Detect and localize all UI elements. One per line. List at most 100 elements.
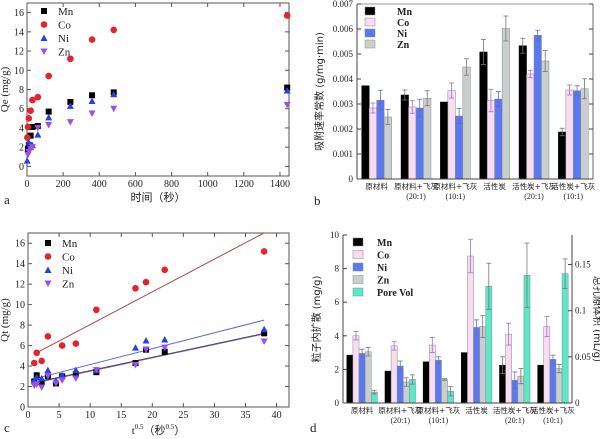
panel-label: d xyxy=(310,420,317,435)
data-point-zn xyxy=(66,119,74,126)
bar-zn xyxy=(479,326,486,404)
data-point-co xyxy=(58,342,66,349)
data-point-mn xyxy=(261,330,268,337)
panel-label: c xyxy=(4,420,10,435)
data-point-ni xyxy=(260,325,268,333)
y-tick-label: 16 xyxy=(14,8,24,19)
bar-mn xyxy=(461,352,468,404)
data-point-mn xyxy=(67,98,74,105)
data-point-ni xyxy=(33,373,41,381)
data-point-zn xyxy=(88,110,96,118)
x-tick-label: 25 xyxy=(178,410,188,421)
data-point-zn xyxy=(44,373,52,380)
x-tick-label: 35 xyxy=(241,410,251,421)
bar-mn xyxy=(479,51,488,180)
y-tick-label: 4 xyxy=(19,123,24,134)
legend-label: Zn xyxy=(62,279,75,291)
category-label: 原材料 xyxy=(365,181,388,191)
data-point-ni xyxy=(161,335,169,343)
plot-frame xyxy=(27,232,290,408)
legend-label: Zn xyxy=(377,276,390,287)
bar-mn xyxy=(400,94,409,180)
data-point-mn xyxy=(161,348,168,355)
category-label: 活性炭+飞灰 xyxy=(512,181,556,191)
data-point-zn xyxy=(58,377,66,384)
bar-ni xyxy=(494,98,503,180)
bar-zn xyxy=(580,88,589,180)
category-label: 原材料+飞灰 xyxy=(417,405,461,415)
data-point-ni xyxy=(38,374,46,382)
bar-mn xyxy=(558,131,567,180)
bar-pore-vol xyxy=(561,273,569,404)
bar-co xyxy=(368,107,377,180)
bar-ni xyxy=(549,359,557,404)
y-tick-label: 16 xyxy=(15,239,25,250)
legend-label: Co xyxy=(377,251,389,262)
data-point-zn xyxy=(92,367,100,374)
y-tick-label: 10 xyxy=(14,66,24,77)
legend-label: Mn xyxy=(397,7,412,18)
data-point-co xyxy=(67,55,74,63)
category-label-ratio: (20:1) xyxy=(406,192,426,201)
category-label: 原材料+飞灰 xyxy=(394,181,438,191)
bar-mn xyxy=(537,364,545,404)
data-point-mn xyxy=(45,108,52,115)
legend-marker-mn xyxy=(45,240,51,246)
legend-marker-ni xyxy=(40,34,48,41)
data-point-mn xyxy=(29,123,36,130)
category-label-ratio: (20:1) xyxy=(524,192,544,201)
data-point-co xyxy=(45,72,52,80)
fit-line-ni xyxy=(34,319,265,380)
bar-co xyxy=(526,73,535,180)
data-point-ni xyxy=(58,371,66,379)
x-tick-label: 400 xyxy=(92,179,107,190)
data-point-zn xyxy=(28,144,36,151)
legend-label: Co xyxy=(397,18,409,29)
y-tick-label: 0.001 xyxy=(333,149,353,159)
data-point-co xyxy=(161,266,169,274)
data-point-ni xyxy=(283,86,291,94)
y-tick-label: 4 xyxy=(335,331,340,341)
y-axis-label: Qt (mg/g) xyxy=(0,298,11,342)
bar-ni xyxy=(376,100,385,180)
y-tick-label: 0 xyxy=(349,174,354,184)
data-point-ni xyxy=(25,138,33,146)
category-label: 活性炭 xyxy=(483,181,506,191)
x-tick-label: 10 xyxy=(85,410,95,421)
bar-zn xyxy=(501,28,510,180)
y-tick-label: 14 xyxy=(14,27,24,38)
bar-zn xyxy=(423,98,432,180)
data-point-ni xyxy=(66,102,74,109)
legend-label: Co xyxy=(62,252,75,264)
data-point-zn xyxy=(161,344,169,352)
legend-label: Ni xyxy=(397,29,407,40)
bar-mn xyxy=(384,370,392,404)
y-tick-label: 8 xyxy=(19,85,24,96)
data-point-co xyxy=(38,357,45,365)
legend-label: Mn xyxy=(58,6,74,18)
legend-swatch-mn xyxy=(352,237,364,247)
data-point-ni xyxy=(132,344,140,351)
data-point-co xyxy=(30,359,38,367)
data-point-zn xyxy=(260,338,268,345)
y-tick-label: 12 xyxy=(14,47,24,58)
bar-ni xyxy=(455,115,464,180)
data-point-co xyxy=(33,349,40,357)
data-point-co xyxy=(93,306,100,314)
label-part: （秒 xyxy=(144,423,166,437)
legend-swatch-co xyxy=(352,250,364,259)
bar-mn xyxy=(518,45,527,180)
data-point-ni xyxy=(110,90,118,98)
superscript: 0.5 xyxy=(166,423,175,431)
data-point-zn xyxy=(283,101,291,109)
x-tick-label: 200 xyxy=(56,179,71,190)
y-tick-label: 0 xyxy=(20,403,25,414)
panel-label: a xyxy=(4,192,10,207)
category-label: 活性炭+飞灰 xyxy=(551,181,595,191)
bar-co xyxy=(352,335,360,404)
category-label-ratio: (20:1) xyxy=(505,416,525,425)
y-tick-label: 0.007 xyxy=(333,0,354,9)
bar-mn xyxy=(346,354,354,404)
category-label: 活性炭+飞灰 xyxy=(493,405,537,415)
data-point-zn xyxy=(38,384,46,392)
